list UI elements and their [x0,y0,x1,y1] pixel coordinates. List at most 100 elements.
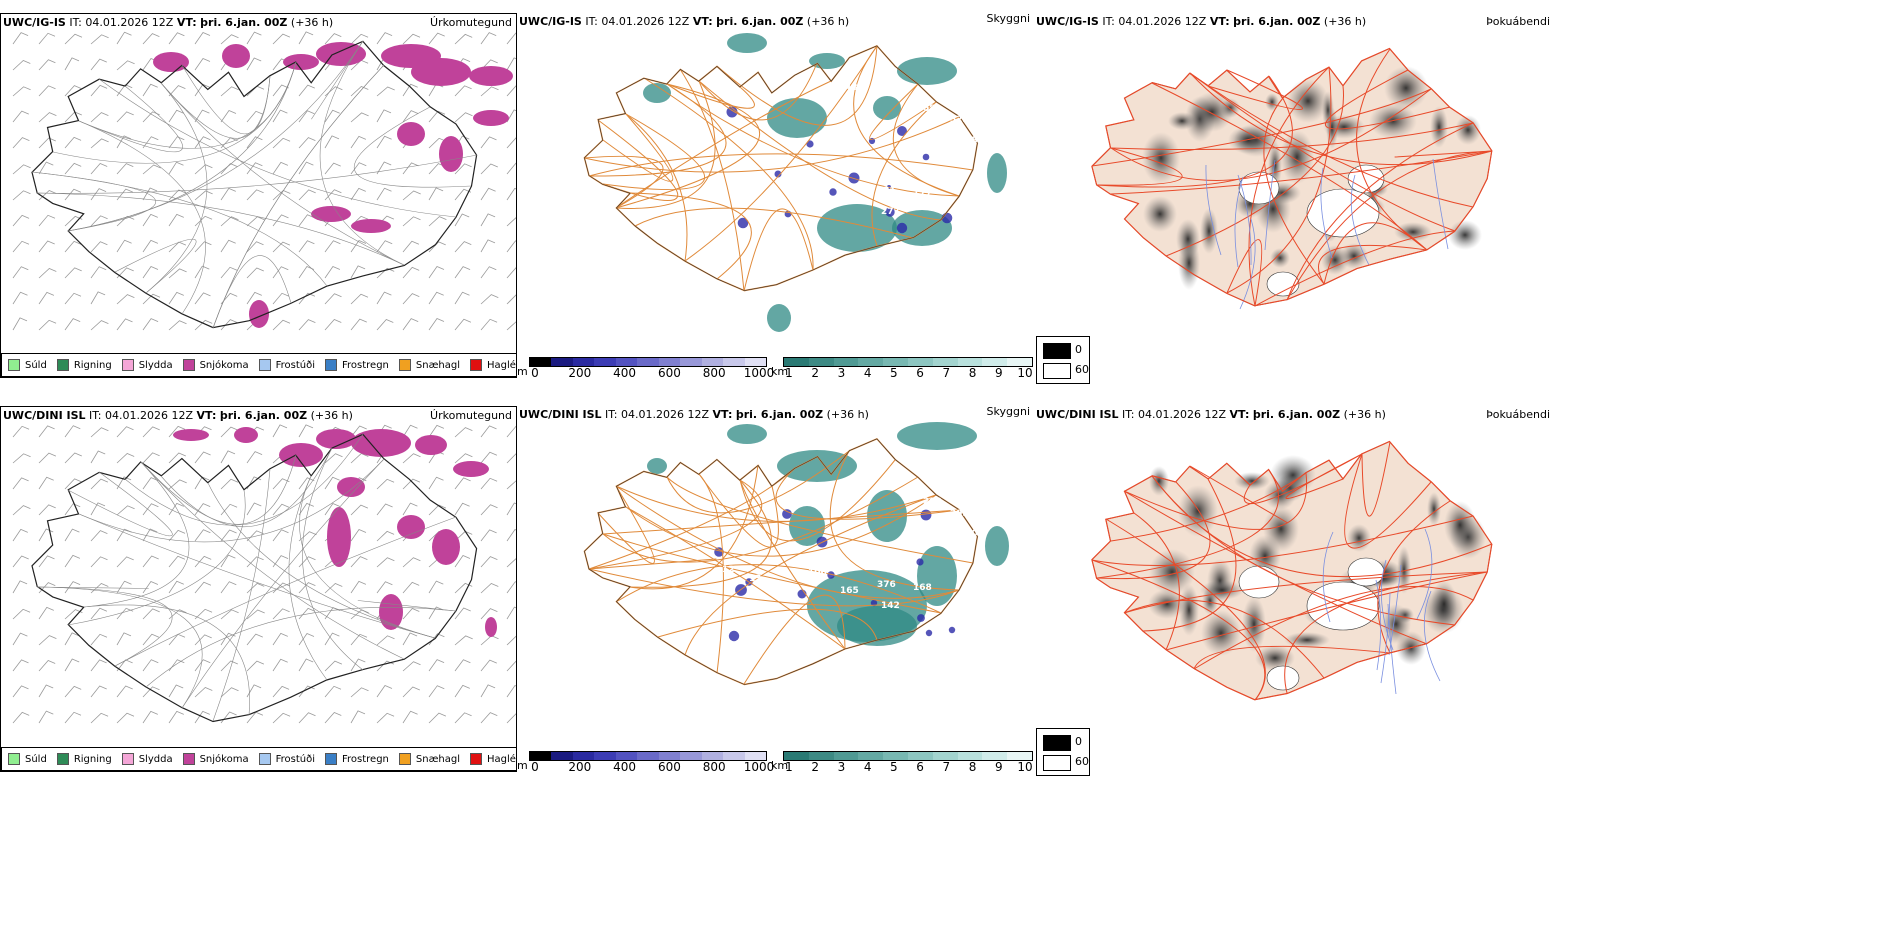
fog-key-low-swatch [1043,363,1071,379]
legend-item: Snjókoma [182,359,249,371]
colorbar-segment [615,358,638,366]
legend-label: Slydda [138,359,173,371]
coastline [584,438,978,685]
visibility-value-label: 180 [959,529,978,539]
colorbar-tick: 8 [968,366,977,378]
fog-key-low-swatch [1043,755,1071,771]
legend-item: Frostúði [258,359,315,371]
colorbar-tick: 7 [942,760,951,772]
legend-swatch [8,359,20,371]
legend-swatch [258,359,271,371]
colorbar-segment [530,358,552,366]
legend-item: Snæhagl [398,359,461,371]
legend-label: Snjókoma [199,753,249,765]
low-visibility-areas [643,33,1007,332]
legend-label: Haglél [487,753,517,765]
colorbar-segment [658,752,681,760]
visibility-value-label: 106 [808,568,827,578]
coastline [1091,47,1493,307]
legend-label: Súld [25,359,47,371]
field-title: Skyggni [986,406,1030,418]
visibility-value-label: 142 [881,601,900,611]
legend-swatch [258,753,271,765]
iceland-fog-map [1091,47,1493,310]
panel-title: UWC/IG-IS IT: 04.01.2026 12Z VT: þri. 6.… [1036,15,1367,28]
colorbar-segment [1007,358,1032,366]
colorbar-segment [615,752,638,760]
wind-barbs [12,424,516,724]
snow-areas [173,427,497,637]
colorbar-segment [858,358,884,366]
legend-item: Súld [8,359,47,371]
legend-item: Snæhagl [398,753,461,765]
field-title: Skyggni [986,13,1030,25]
field-title: Þokuábendi [1486,15,1550,28]
fog-key-high-label: 0 [1075,735,1082,748]
visibility-panel-row2: UWC/DINI ISL IT: 04.01.2026 12Z VT: þri.… [517,406,1034,772]
colorbar-tick: 8 [968,760,977,772]
colorbar-tick: 5 [890,366,898,378]
legend-item: Snjókoma [182,753,249,765]
panel-title: UWC/IG-IS IT: 04.01.2026 12Z VT: þri. 6.… [519,15,850,28]
legend-label: Snæhagl [415,753,461,765]
colorbar-strip [529,751,767,761]
colorbar-tick: 10 [1017,366,1033,378]
visibility-value-label: 35 [799,672,812,682]
fog-key-high-label: 0 [1075,343,1082,356]
coastline [31,40,478,329]
colorbar-segment [594,358,616,366]
colorbar-tick: 9 [994,760,1003,772]
visibility-value-label: 165 [840,586,859,596]
legend-item: Haglél [470,359,517,371]
legend-label: Haglél [487,359,517,371]
visibility-colorbar: km 1 2 3 4 5 6 7 8 9 10 [771,751,1033,772]
coastline [584,45,978,291]
colorbar-tick: 0 [531,366,539,378]
colorbar-unit: m [517,365,528,378]
legend-label: Rigning [73,359,112,371]
legend-label: Snæhagl [415,359,461,371]
colorbar-segment [723,358,745,366]
road-network [588,450,974,685]
legend-swatch [470,359,483,371]
visibility-value-label: 277 [881,207,900,217]
visibility-value-label: 221 [877,186,896,196]
colorbar-segment [530,752,552,760]
visibility-value-label: 12 [722,565,735,575]
wind-barbs [12,31,516,331]
colorbar-segment [551,752,573,760]
visibility-value-label: 168 [913,583,932,593]
colorbar-tick: 200 [568,760,592,772]
precip-legend: Súld Rigning Slydda Snjókoma Frostúði Frostre… [1,747,517,771]
legend-item: Frostregn [325,359,389,371]
legend-label: Súld [25,753,47,765]
legend-swatch [56,359,69,371]
coastline [1091,440,1493,701]
colorbar-tick: 3 [837,760,846,772]
road-network [1091,441,1493,701]
legend-label: Slydda [138,753,173,765]
colorbar-tick: 400 [613,366,637,378]
colorbar-tick: 600 [657,366,681,378]
colorbar-segment [907,358,933,366]
cloudbase-colorbar: m 0 200 400 600 800 1000 [517,751,774,772]
precip-legend: Súld Rigning Slydda Snjókoma Frostúði Frostre… [1,353,517,377]
legend-label: Frostúði [275,359,315,371]
road-network [583,45,974,292]
field-title: Þokuábendi [1486,408,1550,421]
legend-swatch [325,753,337,765]
colorbar-tick: 1000 [743,760,775,772]
colorbar-unit: km [771,759,789,772]
legend-label: Frostúði [275,753,315,765]
precip-type-panel-row2: UWC/DINI ISL IT: 04.01.2026 12Z VT: þri.… [0,406,517,772]
visibility-value-label: 160 [840,192,859,202]
legend-label: Snjókoma [199,359,249,371]
colorbar-tick: 4 [863,760,872,772]
visibility-value-label: 43 [900,148,913,158]
colorbar-tick: 10 [1017,760,1033,772]
colorbar-segment [1007,752,1032,760]
fog-key-high-swatch [1043,343,1071,359]
colorbar-segment [680,752,702,760]
fog-panel-row1: UWC/IG-IS IT: 04.01.2026 12Z VT: þri. 6.… [1034,13,1554,378]
visibility-value-label: 267 [799,278,818,288]
